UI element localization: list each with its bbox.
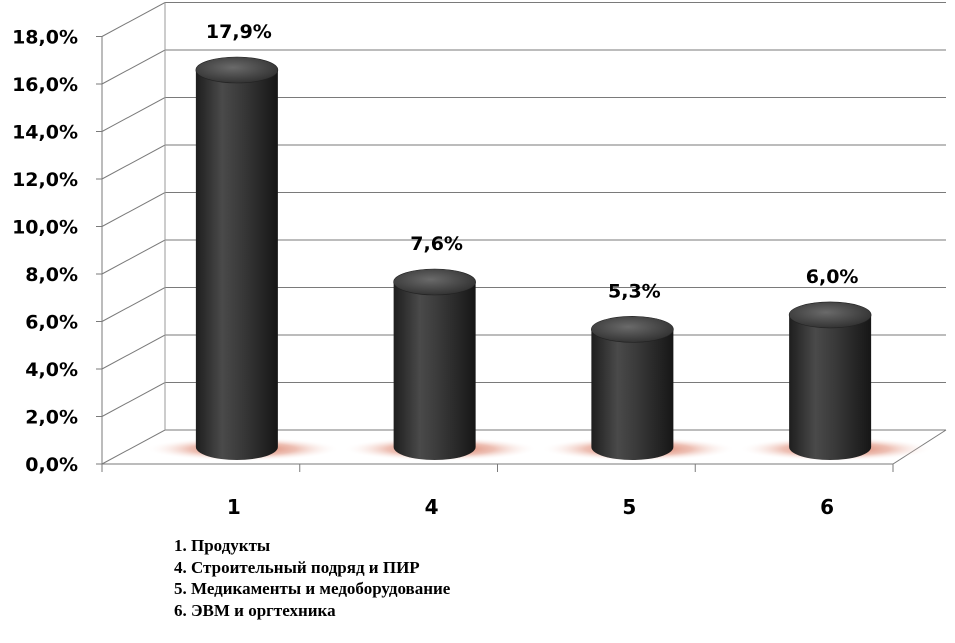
y-tick-label: 16,0% xyxy=(12,74,78,96)
legend-item-5: 5. Медикаменты и медоборудование xyxy=(174,579,451,599)
legend-item-6: 6. ЭВМ и оргтехника xyxy=(174,601,336,621)
bar-top-1 xyxy=(195,56,279,84)
data-label-6: 6,0% xyxy=(806,266,859,288)
y-tick-label: 0,0% xyxy=(25,454,78,476)
legend: 1. Продукты 4. Строительный подряд и ПИР… xyxy=(174,535,450,622)
y-tick-label: 12,0% xyxy=(12,169,78,191)
y-tick-label: 14,0% xyxy=(12,122,78,144)
bar-top-4 xyxy=(393,268,476,296)
y-tick-label: 8,0% xyxy=(25,264,78,286)
y-tick-label: 6,0% xyxy=(25,312,78,334)
data-label-5: 5,3% xyxy=(608,280,661,302)
y-tick-label: 2,0% xyxy=(25,407,78,429)
bar-4 xyxy=(393,282,476,461)
y-tick-label: 10,0% xyxy=(12,217,78,239)
x-tick-label-4: 4 xyxy=(425,495,439,519)
cylinder-bar-chart: 0,0%2,0%4,0%6,0%8,0%10,0%12,0%14,0%16,0%… xyxy=(12,2,947,519)
bar-top-6 xyxy=(788,301,872,329)
y-tick-label: 18,0% xyxy=(12,27,78,49)
y-tick-label: 4,0% xyxy=(25,359,78,381)
data-label-1: 17,9% xyxy=(206,21,272,43)
x-tick-label-5: 5 xyxy=(622,495,636,519)
legend-item-1: 1. Продукты xyxy=(174,536,271,555)
data-label-4: 7,6% xyxy=(410,233,463,255)
x-tick-label-1: 1 xyxy=(227,495,241,519)
bar-5 xyxy=(591,329,674,461)
bar-1 xyxy=(195,70,278,461)
legend-item-4: 4. Строительный подряд и ПИР xyxy=(174,557,420,577)
bar-top-5 xyxy=(591,316,674,343)
bar-6 xyxy=(789,314,872,461)
x-tick-label-6: 6 xyxy=(820,495,834,519)
